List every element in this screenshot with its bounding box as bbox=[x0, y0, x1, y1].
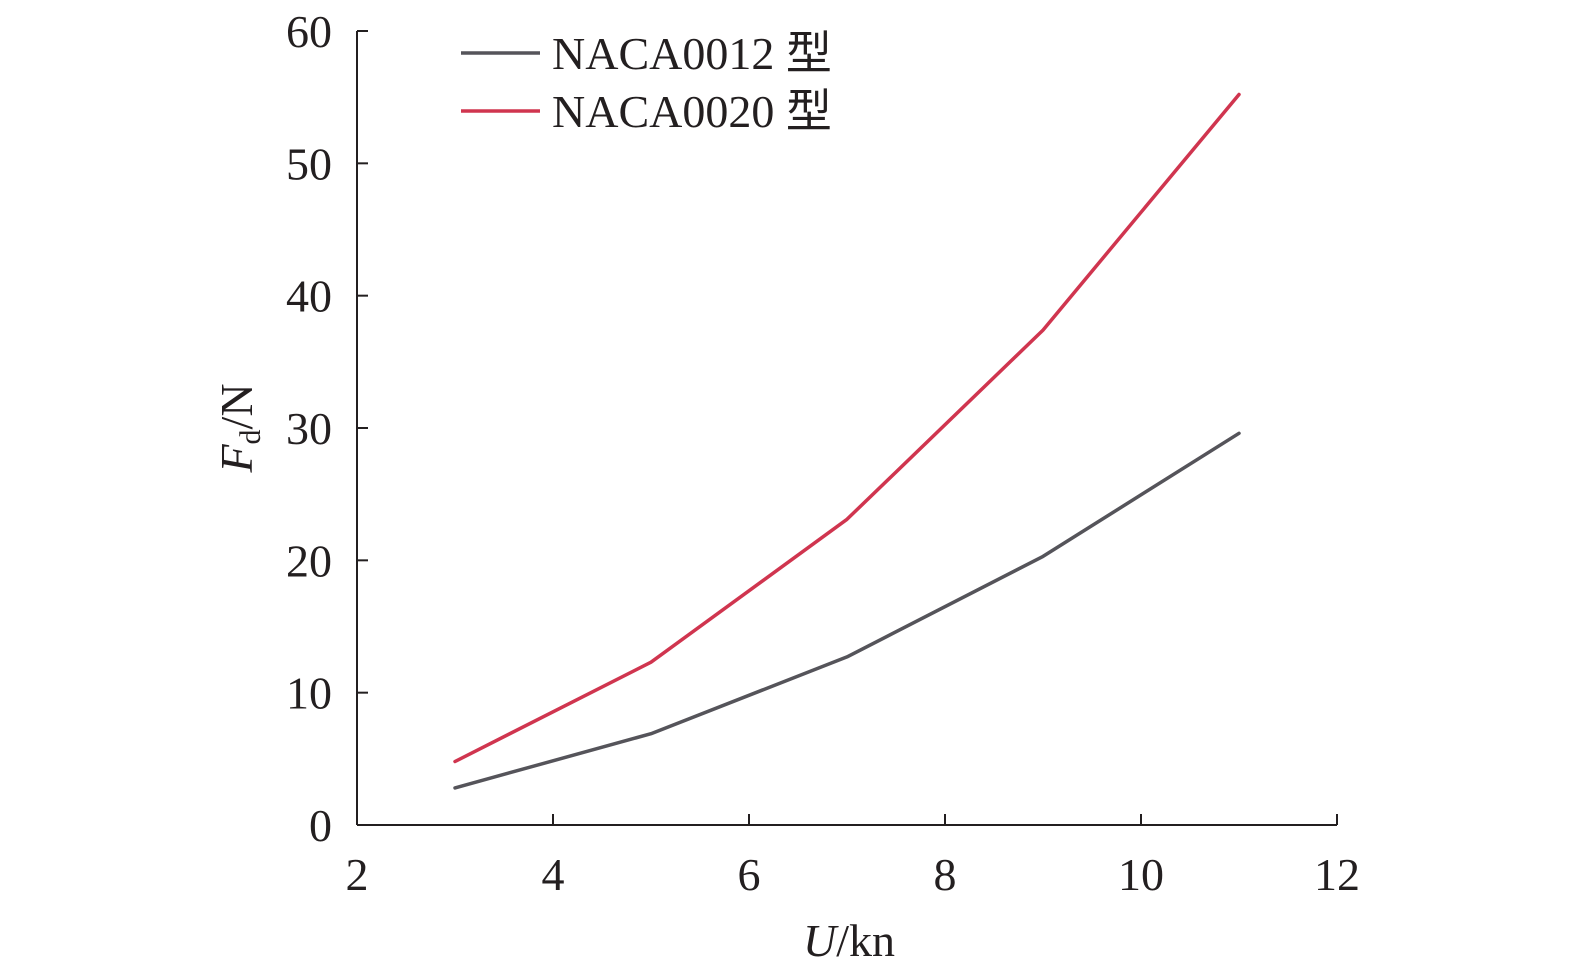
x-tick-label: 12 bbox=[1314, 849, 1360, 900]
series-line-1 bbox=[453, 431, 1241, 790]
y-tick-label: 40 bbox=[286, 271, 332, 322]
y-tick-label: 20 bbox=[286, 535, 332, 586]
y-tick-label: 50 bbox=[286, 138, 332, 189]
x-tick-label: 4 bbox=[542, 849, 565, 900]
legend: NACA0012 型 NACA0020 型 bbox=[461, 28, 832, 137]
y-ticks: 0 10 20 30 40 50 60 bbox=[286, 6, 368, 851]
y-tick-label: 60 bbox=[286, 6, 332, 57]
y-tick-label: 10 bbox=[286, 668, 332, 719]
axes bbox=[356, 31, 1337, 826]
y-tick-label: 30 bbox=[286, 403, 332, 454]
x-ticks: 2 4 6 8 10 12 bbox=[346, 814, 1360, 900]
y-tick-label: 0 bbox=[309, 800, 332, 851]
x-tick-label: 6 bbox=[738, 849, 761, 900]
y-axis-label: Fd/N bbox=[211, 383, 267, 473]
x-tick-label: 8 bbox=[934, 849, 957, 900]
x-tick-label: 2 bbox=[346, 849, 369, 900]
x-tick-label: 10 bbox=[1118, 849, 1164, 900]
legend-label: NACA0012 型 bbox=[552, 28, 832, 79]
legend-label: NACA0020 型 bbox=[552, 86, 832, 137]
series-line-2 bbox=[453, 92, 1241, 764]
x-axis-label: U/kn bbox=[803, 915, 895, 966]
series-group bbox=[453, 92, 1241, 790]
